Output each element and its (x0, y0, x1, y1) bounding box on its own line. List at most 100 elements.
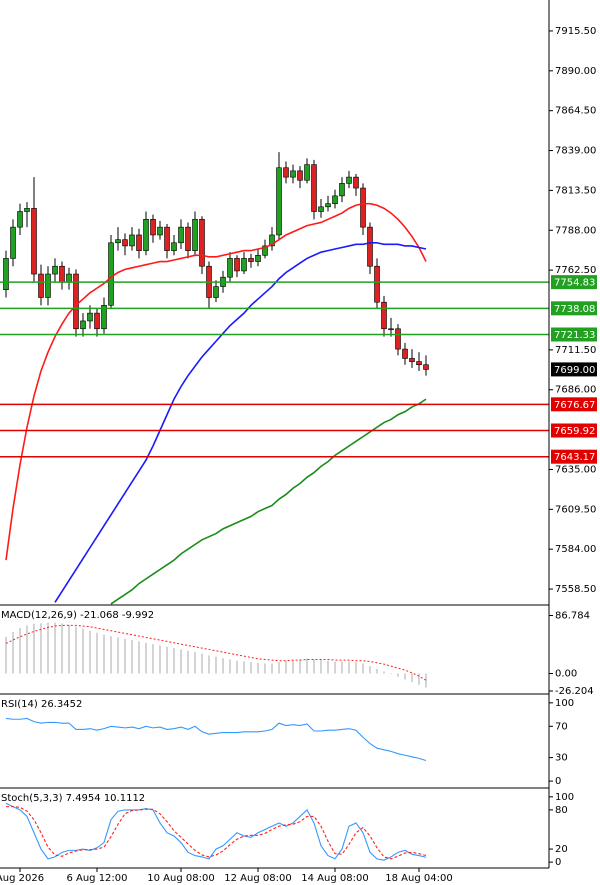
y-tick-label: 7711.50 (555, 345, 596, 356)
candle-body (304, 164, 310, 181)
y-tick-label: 7762.50 (555, 265, 596, 276)
candle-body (38, 273, 44, 298)
candle-body (318, 206, 324, 212)
y-tick-label: 0 (555, 857, 561, 868)
y-tick-label: 7584.00 (555, 544, 596, 555)
level-label-box (551, 397, 597, 412)
candle-body (360, 187, 366, 228)
candle-body (213, 286, 219, 298)
candle-body (374, 265, 380, 303)
y-tick-label: 0 (555, 776, 561, 787)
level-label: 7676.67 (554, 400, 595, 411)
x-tick-label: 6 Aug 12:00 (66, 873, 127, 884)
candle-body (185, 226, 191, 251)
candle-body (346, 176, 352, 184)
indicator-label: RSI(14) 26.3452 (1, 699, 82, 710)
candle-body (241, 258, 247, 272)
y-tick-label: 100 (555, 792, 574, 803)
candle-body (101, 305, 107, 330)
candle-body (66, 273, 72, 283)
y-tick-label: 100 (555, 698, 574, 709)
candle-body (199, 219, 205, 267)
candle-body (129, 234, 135, 247)
candle-body (353, 176, 359, 189)
candle-body (73, 273, 79, 330)
x-tick-label: 12 Aug 08:00 (224, 873, 291, 884)
candle-body (297, 170, 303, 181)
current-price-label: 7699.00 (554, 365, 595, 376)
y-tick-label: 86.784 (555, 610, 590, 621)
candle-body (3, 258, 9, 290)
candle-body (332, 195, 338, 204)
moving-average (110, 398, 427, 605)
level-label-box (551, 275, 597, 290)
moving-average (5, 202, 427, 561)
candle-body (269, 234, 275, 247)
y-tick-label: -26.204 (555, 686, 594, 697)
x-tick-label: 18 Aug 04:00 (385, 873, 452, 884)
candle-body (311, 164, 317, 212)
y-tick-label: 7915.50 (555, 26, 596, 37)
y-tick-label: 7635.00 (555, 464, 596, 475)
y-tick-label: 7686.00 (555, 385, 596, 396)
indicator-line (5, 802, 427, 861)
y-tick-label: 7839.00 (555, 146, 596, 157)
candle-body (143, 219, 149, 251)
candle-body (227, 258, 233, 278)
level-label-box (551, 449, 597, 464)
candle-body (45, 273, 51, 298)
candle-body (10, 226, 16, 259)
y-tick-label: 7788.00 (555, 225, 596, 236)
candle-body (234, 258, 240, 272)
candle-body (164, 226, 170, 251)
candle-body (178, 226, 184, 244)
level-label: 7738.08 (554, 304, 595, 315)
indicator-label: MACD(12,26,9) -21.068 -9.992 (1, 610, 154, 621)
candle-body (255, 254, 261, 262)
candle-body (395, 328, 401, 350)
candle-body (325, 203, 331, 208)
candle-body (94, 312, 100, 330)
y-tick-label: 20 (555, 844, 568, 855)
y-tick-label: 30 (555, 753, 568, 764)
y-tick-label: 7609.50 (555, 504, 596, 515)
candle-body (108, 242, 114, 306)
current-price-box (551, 362, 597, 377)
candle-body (283, 167, 289, 178)
candle-body (409, 358, 415, 362)
candle-body (262, 245, 268, 256)
candle-body (248, 258, 254, 262)
signal-line (5, 624, 427, 681)
candle-body (136, 234, 142, 251)
y-tick-label: 7890.00 (555, 66, 596, 77)
level-label: 7659.92 (554, 426, 595, 437)
y-tick-label: 7558.50 (555, 584, 596, 595)
candle-body (423, 364, 429, 370)
candle-body (87, 312, 93, 322)
x-tick-label: 10 Aug 08:00 (147, 873, 214, 884)
candle-body (416, 361, 422, 366)
indicator-line (5, 717, 427, 761)
candle-body (52, 265, 58, 275)
candle-body (17, 211, 23, 228)
candle-body (402, 348, 408, 359)
candle-body (171, 242, 177, 251)
candle-body (290, 170, 296, 178)
candle-body (150, 219, 156, 236)
level-label-box (551, 327, 597, 342)
candle-body (80, 320, 86, 330)
candle-body (24, 208, 30, 212)
y-tick-label: 0.00 (555, 668, 577, 679)
candle-body (367, 226, 373, 267)
indicator-label: Stoch(5,3,3) 7.4954 10.1112 (1, 793, 145, 804)
candle-body (31, 208, 37, 275)
y-tick-label: 7864.50 (555, 106, 596, 117)
level-label: 7643.17 (554, 452, 595, 463)
candle-body (388, 328, 394, 331)
y-tick-label: 7813.50 (555, 185, 596, 196)
x-tick-label: 14 Aug 08:00 (301, 873, 368, 884)
level-label: 7754.83 (554, 278, 595, 289)
